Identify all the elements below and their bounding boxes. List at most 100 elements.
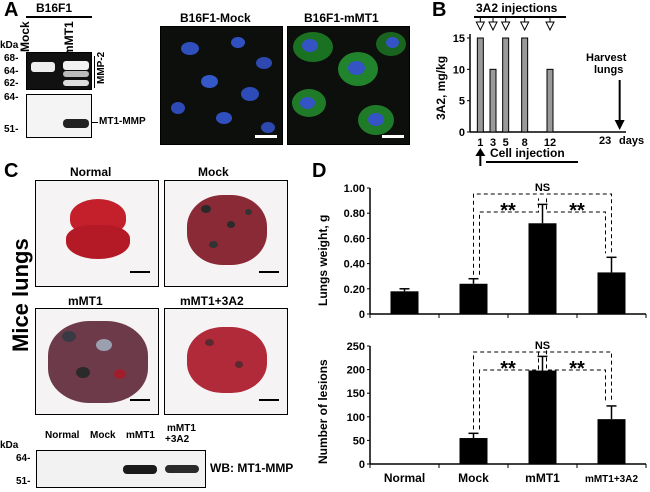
lung-photo-mock (164, 180, 288, 287)
b-xtick-label: 12 (544, 137, 556, 149)
d-star-label-left: ** (500, 358, 516, 380)
b-xtick-label: 3 (490, 137, 496, 149)
harvest-label-2: lungs (594, 64, 624, 76)
lung-photo-mmt1-3a2 (164, 308, 288, 415)
d-ytick-label: 250 (347, 341, 365, 353)
harvest-day: 23 (599, 135, 612, 147)
lung-title-mmt1: mMT1 (68, 294, 103, 308)
wb-marker-51: 51- (4, 124, 19, 135)
c-kda-label: kDa (0, 440, 19, 451)
d-xtick-label: Normal (384, 471, 425, 485)
panel-b-letter: B (432, 0, 447, 21)
b-injection-arrow (488, 21, 498, 32)
injections-underline (474, 16, 566, 18)
d-ns-bracket (473, 351, 612, 430)
mice-lungs-label: Mice lungs (8, 238, 33, 352)
d-xtick-label: mMT1 (525, 471, 560, 485)
panel-d-charts: 0 0.20 0.40 0.60 0.80 1.00 NS ** ** 0 50 100 150 200… (344, 182, 647, 485)
lung-photo-normal (35, 180, 159, 287)
d-ns-bracket (473, 193, 612, 275)
cell-injection-label: Cell injection (490, 146, 565, 160)
b-injection-arrow (500, 21, 511, 32)
d-bar (459, 283, 488, 314)
d-xtick-label: Mock (458, 471, 489, 485)
b-xtick-label: 5 (503, 137, 509, 149)
mmp2-label: MMP-2 (96, 51, 107, 84)
d-ytick-label: 50 (353, 435, 365, 447)
kda-label: kDa (0, 40, 19, 51)
d-bar (459, 438, 488, 464)
c-wb-marker-51: 51- (16, 476, 31, 487)
b-ytick-label: 15 (453, 33, 465, 45)
d-ytick-label: 0.20 (344, 284, 365, 296)
d-star-bracket-left (479, 350, 539, 430)
d-ytick-label: 1.00 (344, 183, 365, 195)
microscopy-mmt1 (287, 26, 410, 145)
panel-a-letter: A (4, 0, 19, 21)
western-blot-c (36, 450, 206, 488)
d-bar (528, 370, 557, 464)
d-bar (597, 272, 626, 314)
b-ytick-label: 10 (453, 64, 465, 76)
d-ytick-label: 0 (359, 309, 365, 321)
c-wb-label: WB: MT1-MMP (210, 461, 294, 475)
panel-d-letter: D (312, 160, 327, 182)
d-star-label-right: ** (569, 358, 585, 380)
d-star-bracket-left (479, 198, 539, 275)
zymography-blot (26, 52, 92, 90)
cell-line-underline (26, 16, 92, 18)
b-ytick-label: 5 (459, 96, 465, 108)
mmp2-bracket (94, 56, 95, 88)
lane-label-mmt1: mMT1 (62, 21, 76, 56)
b-cell-arrow (475, 148, 486, 156)
panel-c-letter: C (4, 160, 19, 182)
microscopy-mock (160, 26, 283, 145)
d-bar (528, 223, 557, 314)
d-ns-label: NS (535, 182, 550, 194)
b-xtick-label: 8 (522, 137, 528, 149)
d-star-bracket-right (546, 198, 606, 254)
d1-ylabel: Lungs weight, g (316, 214, 330, 306)
b-injection-arrow (545, 21, 555, 32)
d-star-bracket-right (546, 350, 606, 402)
b-ytick-label: 0 (459, 127, 465, 139)
days-label: days (619, 135, 645, 147)
lung-title-mock: Mock (198, 165, 229, 179)
zymo-marker-68: 68- (4, 53, 19, 64)
d-ytick-label: 0.60 (344, 233, 365, 245)
lane-label-mock: Mock (18, 21, 32, 52)
d-bar (597, 419, 626, 464)
image-title-mmt1: B16F1-mMT1 (304, 11, 379, 25)
mt1-mmp-label: MT1-MMP (99, 116, 146, 127)
c-wb-lane-mock: Mock (90, 430, 116, 441)
western-blot-a (26, 94, 92, 138)
injections-title: 3A2 injections (476, 1, 558, 15)
lung-title-normal: Normal (70, 165, 112, 179)
d-ytick-label: 0 (359, 459, 365, 471)
lung-photo-mmt1 (35, 308, 159, 415)
d-ytick-label: 0.40 (344, 259, 365, 271)
d-xtick-label: mMT1+3A2 (585, 474, 639, 485)
b-bar (489, 68, 497, 133)
cell-injection-underline (486, 161, 578, 163)
d-ytick-label: 100 (347, 412, 365, 424)
d-bar (390, 291, 419, 314)
d-ytick-label: 0.80 (344, 208, 365, 220)
d-ytick-label: 150 (347, 388, 365, 400)
mt1-mmp-pointer (92, 122, 98, 123)
b-bar (521, 37, 529, 133)
d-ytick-label: 200 (347, 365, 365, 377)
b-harvest-arrow (614, 120, 625, 130)
b-injection-arrow (475, 21, 486, 32)
b-ylabel: 3A2, mg/kg (434, 55, 448, 120)
image-title-mock: B16F1-Mock (180, 11, 251, 25)
d-ns-label: NS (535, 340, 550, 352)
b-xtick-label: 1 (477, 137, 483, 149)
zymo-marker-64: 64- (4, 66, 19, 77)
harvest-label-1: Harvest (586, 52, 627, 64)
b-bar (502, 37, 510, 133)
c-wb-lane-mmt1-3a2-bottom: +3A2 (165, 434, 190, 445)
c-wb-lane-mmt1-3a2-top: mMT1 (167, 423, 196, 434)
c-wb-lane-normal: Normal (45, 430, 80, 441)
